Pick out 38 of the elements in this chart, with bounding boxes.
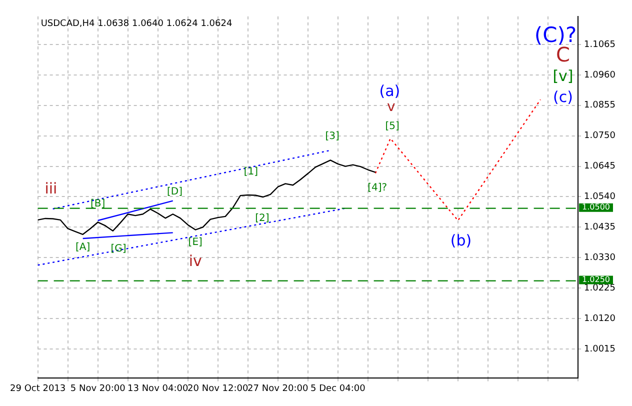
y-tick-label: 1.0120 bbox=[584, 314, 616, 324]
y-tick-label: 1.0330 bbox=[584, 252, 616, 263]
annotation: iii bbox=[44, 179, 58, 198]
x-tick-label: 13 Nov 04:00 bbox=[128, 384, 188, 394]
annotation: [G] bbox=[110, 243, 126, 254]
annotation: [3] bbox=[325, 131, 340, 142]
annotation: (c) bbox=[553, 88, 573, 106]
annotation: [v] bbox=[552, 66, 574, 85]
annotation: v bbox=[387, 98, 396, 115]
annotation: [4]? bbox=[368, 182, 388, 194]
annotation: (C)? bbox=[534, 23, 577, 48]
annotation: [D] bbox=[166, 186, 183, 198]
y-tick-label: 1.0015 bbox=[584, 344, 616, 354]
annotation: iv bbox=[188, 252, 202, 270]
x-tick-label: 5 Nov 20:00 bbox=[70, 384, 126, 394]
x-tick-label: 29 Oct 2013 bbox=[10, 384, 66, 394]
annotation: [E] bbox=[188, 236, 203, 248]
annotation: [1] bbox=[244, 166, 258, 178]
y-tick-label: 1.0855 bbox=[584, 100, 616, 111]
annotation: (a) bbox=[379, 82, 400, 100]
x-tick-label: 20 Nov 12:00 bbox=[188, 384, 248, 394]
annotation: [A] bbox=[76, 242, 90, 254]
annotation: [5] bbox=[385, 120, 400, 132]
x-tick-label: 27 Nov 20:00 bbox=[248, 384, 309, 394]
annotation: (b) bbox=[450, 231, 472, 250]
y-tick-label: 1.0225 bbox=[584, 283, 616, 294]
ref-line-label: 1.0500 bbox=[582, 202, 610, 212]
y-tick-label: 1.0540 bbox=[584, 192, 616, 202]
y-tick-label: 1.1065 bbox=[584, 40, 616, 50]
ref-line-label: 1.0250 bbox=[582, 275, 610, 284]
y-tick-label: 1.0960 bbox=[584, 70, 616, 80]
y-tick-label: 1.0750 bbox=[584, 131, 616, 142]
chart-title: USDCAD,H4 1.0638 1.0640 1.0624 1.0624 bbox=[40, 19, 232, 30]
y-tick-label: 1.0645 bbox=[584, 162, 616, 172]
y-tick-label: 1.0435 bbox=[584, 222, 616, 233]
x-tick-label: 5 Dec 04:00 bbox=[310, 384, 366, 394]
annotation: [B] bbox=[90, 198, 106, 210]
annotation: [2] bbox=[255, 213, 270, 224]
